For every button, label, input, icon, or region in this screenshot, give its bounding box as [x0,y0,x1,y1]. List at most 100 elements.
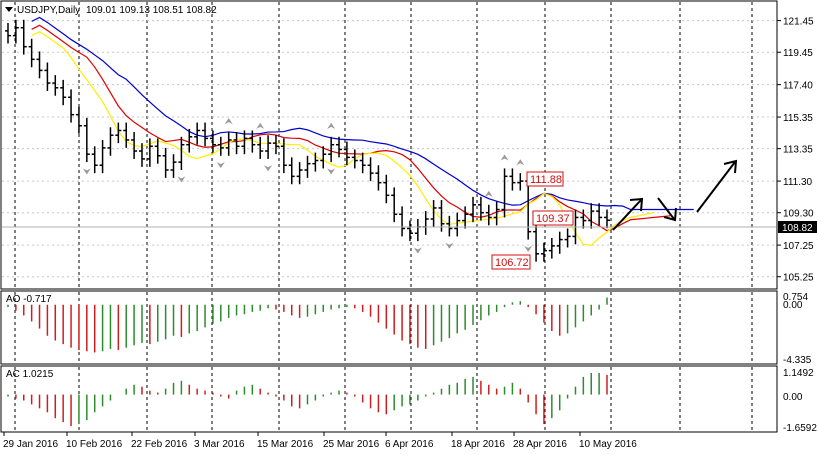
date-tick-label: 15 Mar 2016 [257,439,314,450]
ohlc-bar [265,135,272,159]
ohlc-bar [375,165,382,191]
dropdown-triangle-icon[interactable] [5,7,13,12]
level-low-annotation: 106.72 [491,254,531,270]
fractal-up-icon [327,122,336,129]
ohlc-bar [320,146,327,169]
ohlc-bar [485,204,492,226]
ohlc-bar [406,220,413,242]
forecast-arrows [612,159,738,231]
ac-tick-label: -1.6592 [783,423,817,434]
date-tick-label: 10 Feb 2016 [66,439,123,450]
current-price-text: 108.82 [782,223,813,234]
date-tick-label: 10 May 2016 [579,439,637,450]
price-tick-label: 113.35 [783,145,813,156]
ac-tick-label: 1.1492 [783,368,814,379]
date-tick-label: 28 Apr 2016 [513,439,567,450]
ohlc-bar [470,196,477,223]
ohlc-bar [28,38,35,68]
fractal-down-icon [524,245,533,252]
ohlc-bar [383,174,390,204]
ohlc-bar [115,122,122,144]
ohlc-bar [304,155,311,178]
fractals [82,118,533,254]
ac-histogram [7,372,608,427]
ohlc-bar [170,154,177,178]
ohlc-bar [540,242,547,262]
fractal-down-icon [413,247,422,254]
ohlc-bar [5,22,11,44]
fractal-up-icon [516,159,525,166]
ohlc-bar [154,138,161,164]
ao-label: AO -0.717 [6,294,52,305]
ohlc-bar [501,168,508,218]
ao-panel-frame [0,290,778,365]
ohlc-bar [399,206,406,237]
price-tick-label: 117.40 [783,81,813,92]
forecast-arrow-down-head [663,207,677,222]
level-low-text: 106.72 [495,257,529,269]
ohlc-bar [178,136,185,171]
date-tick-label: 18 Apr 2016 [451,439,505,450]
ohlc-bar [556,231,563,254]
date-tick-label: 29 Jan 2016 [3,439,58,450]
ohlc-bar [288,157,295,185]
fractal-up-icon [224,118,233,125]
ohlc-bar [604,209,610,229]
current-price-tag: 108.82 [778,221,817,234]
ohlc-bar [509,168,516,191]
ac-axis: 1.1492 0.00 -1.6592 [783,368,817,434]
price-tick-label: 119.45 [783,48,813,59]
ohlc-bar [446,215,453,237]
fractal-down-icon [82,168,91,175]
date-axis: 29 Jan 2016 10 Feb 2016 22 Feb 2016 3 Mar 2… [3,432,637,450]
ohlc-bar [588,203,595,229]
ohlc-bar [336,136,343,158]
ma-yellow-line [31,30,655,246]
price-tick-label: 109.30 [783,209,814,220]
fractal-down-icon [264,165,273,172]
ohlc-bar [131,132,138,159]
level-high-annotation: 111.88 [526,171,564,187]
fractal-up-icon [500,154,509,161]
ohlc-bar [359,152,366,174]
forecast-arrow-up-1 [612,199,642,231]
ohlc-bar [52,75,59,96]
date-tick-label: 25 Mar 2016 [323,439,380,450]
ohlc-bar [493,201,500,226]
ohlc-bar [123,122,130,148]
ohlc-bar [233,132,240,155]
ohlc-bar [596,203,603,226]
ohlc-bar [225,132,232,156]
ma-blue-line [31,16,694,211]
ohlc-bar [533,223,540,262]
ohlc-bar [217,136,224,156]
fractal-down-icon [216,162,225,169]
ohlc-bar [391,187,398,223]
moving-averages [31,16,694,246]
grid-lines [2,2,776,431]
ohlc-bar [343,141,350,166]
fractal-down-icon [177,176,186,183]
symbol-label: USDJPY,Daily [17,5,80,16]
ohlc-bar [438,200,445,232]
date-tick-label: 3 Mar 2016 [194,439,245,450]
ohlc-bar [580,209,587,229]
ohlc-bar [99,139,106,174]
ohlc-bar [91,146,98,174]
ohlc-bar [209,130,216,153]
ohlc-bar [312,152,319,172]
price-tick-label: 121.45 [783,17,814,28]
fractal-up-icon [256,122,265,129]
ohlc-bar [351,149,358,169]
ohlc-bar [138,143,145,167]
ohlc-bar [162,147,169,178]
ohlc-bar [272,135,279,155]
ohlc-bar [60,79,67,106]
ac-label: AC 1.0215 [6,369,54,380]
ac-tick-label: 0.00 [783,392,803,403]
ma-red-line [31,24,671,232]
ao-histogram [7,297,608,353]
ohlc-bar [194,122,201,145]
level-mid-text: 109.37 [536,213,570,225]
level-high-text: 111.88 [530,174,562,186]
